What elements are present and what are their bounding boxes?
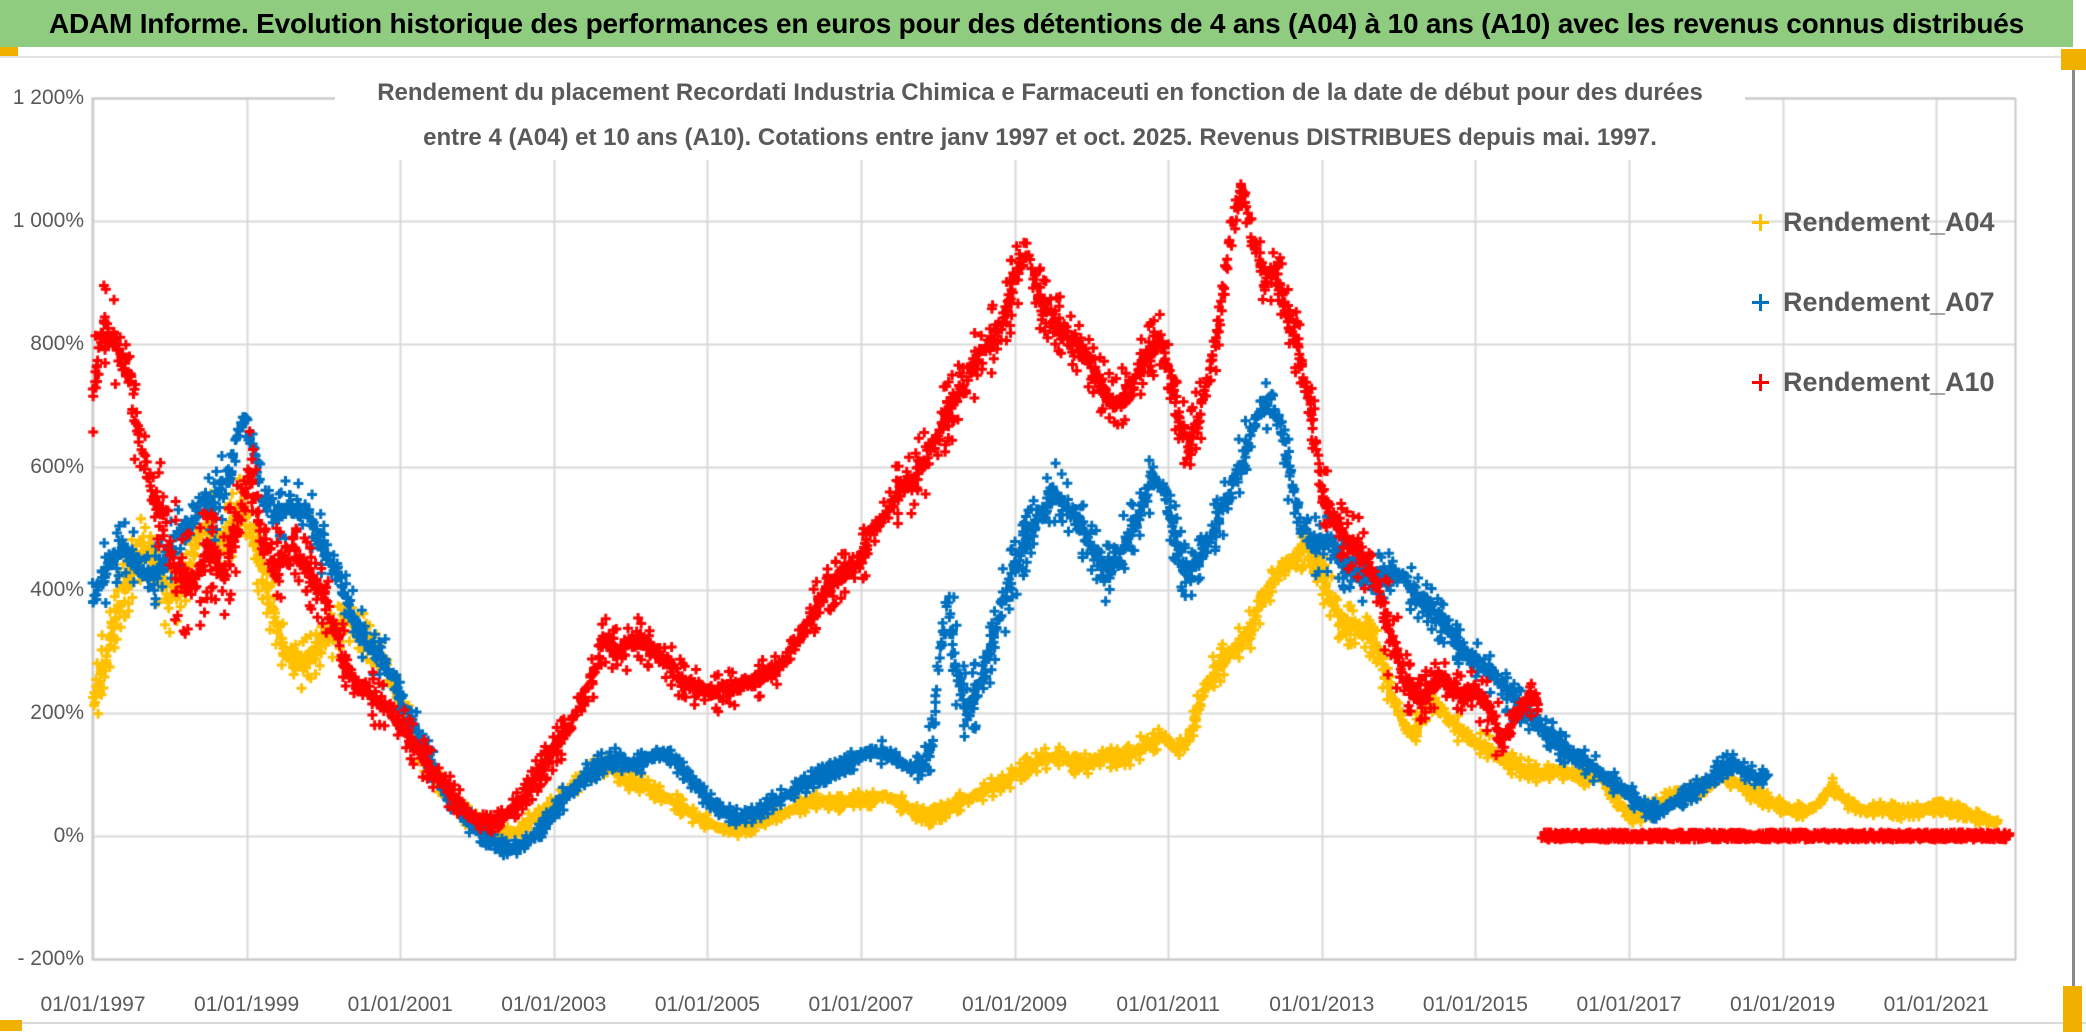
gold-accent-bottom-left xyxy=(0,1020,22,1031)
plus-marker-icon xyxy=(1752,373,1769,391)
y-axis-label: 600% xyxy=(30,455,84,478)
banner-divider xyxy=(0,56,2073,58)
x-axis-label: 01/01/2005 xyxy=(654,993,760,1016)
chart-title-line2: entre 4 (A04) et 10 ans (A10). Cotations… xyxy=(423,124,1657,151)
plus-marker-icon xyxy=(1752,213,1769,231)
x-axis-label: 01/01/1997 xyxy=(40,993,146,1016)
banner-title: ADAM Informe. Evolution historique des p… xyxy=(48,7,2025,39)
chart-title: Rendement du placement Recordati Industr… xyxy=(335,70,1745,160)
x-axis-label: 01/01/2009 xyxy=(962,993,1068,1016)
legend-item-rendement_a10[interactable]: Rendement_A10 xyxy=(1752,365,1995,399)
legend-item-rendement_a07[interactable]: Rendement_A07 xyxy=(1752,285,1995,319)
banner: ADAM Informe. Evolution historique des p… xyxy=(0,0,2073,47)
x-axis-label: 01/01/2007 xyxy=(808,993,914,1016)
window-right-edge xyxy=(2072,57,2075,1022)
x-axis-label: 01/01/2003 xyxy=(501,993,607,1016)
x-axis-label: 01/01/2011 xyxy=(1116,993,1220,1016)
x-axis-label: 01/01/2013 xyxy=(1269,993,1375,1016)
y-axis-label: 200% xyxy=(30,701,84,724)
legend-label: Rendement_A07 xyxy=(1783,286,1995,317)
y-axis-label: - 200% xyxy=(17,947,84,970)
gold-accent-top-right xyxy=(2061,49,2086,70)
x-axis-label: 01/01/2017 xyxy=(1576,993,1682,1016)
x-axis-label: 01/01/2015 xyxy=(1422,993,1528,1016)
plus-marker-icon xyxy=(1752,293,1769,311)
chart-title-line1: Rendement du placement Recordati Industr… xyxy=(377,79,1703,106)
legend-item-rendement_a04[interactable]: Rendement_A04 xyxy=(1752,205,1995,239)
y-axis-label: 1 000% xyxy=(12,209,84,232)
x-axis-label: 01/01/2019 xyxy=(1730,993,1836,1016)
legend-label: Rendement_A10 xyxy=(1783,366,1995,397)
x-axis-label: 01/01/2001 xyxy=(347,993,453,1016)
x-axis-label: 01/01/1999 xyxy=(194,993,300,1016)
y-axis-label: 800% xyxy=(30,332,84,355)
gold-accent-bottom-right xyxy=(2063,986,2082,1032)
y-axis-label: 0% xyxy=(53,824,84,847)
x-axis-label: 01/01/2021 xyxy=(1883,993,1989,1016)
legend-label: Rendement_A04 xyxy=(1783,206,1995,237)
y-axis-label: 1 200% xyxy=(12,86,84,109)
gold-accent-top-left xyxy=(0,47,18,56)
y-axis-label: 400% xyxy=(30,578,84,601)
bottom-divider xyxy=(0,1022,2086,1024)
